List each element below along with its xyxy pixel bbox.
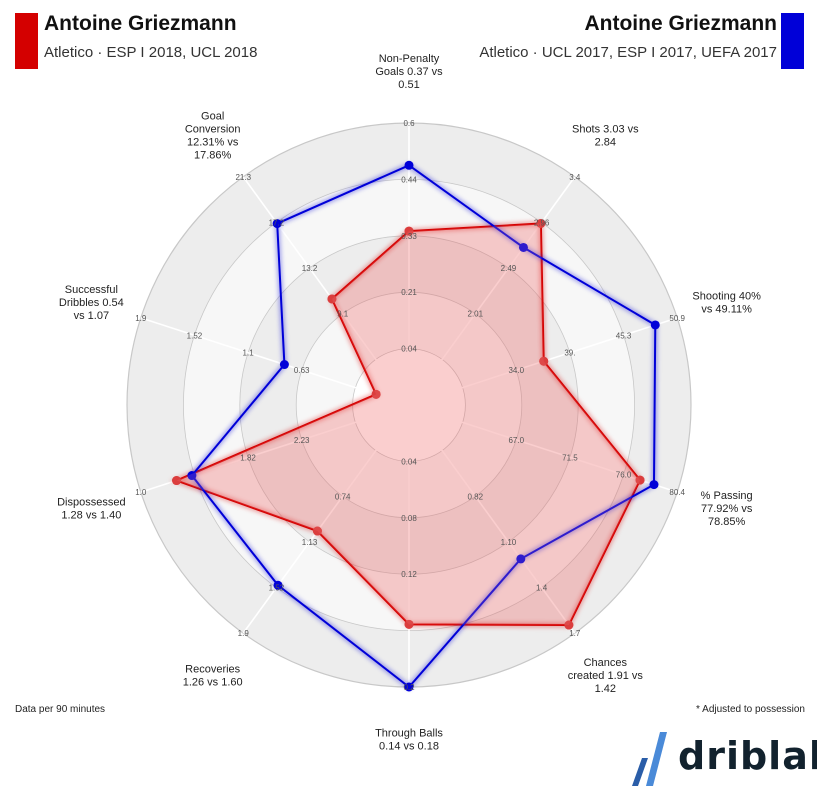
tick-label: 1.13 (302, 538, 318, 547)
tick-label: 50.9 (669, 314, 685, 323)
data-point-overlay (635, 475, 645, 485)
axis-label: Goal Conversion 12.31% vs 17.86% (185, 110, 241, 161)
tick-label: 0.44 (401, 175, 417, 184)
data-point-overlay (536, 218, 546, 228)
series-area-overlay (176, 223, 641, 626)
tick-label: 0.63 (294, 366, 310, 375)
tick-label: 39. (564, 349, 575, 358)
tick-label: 71.5 (562, 453, 578, 462)
tick-label: 9.1 (337, 310, 349, 319)
tick-label: 0.74 (335, 492, 351, 501)
right-player-name: Antoine Griezmann (584, 12, 777, 35)
data-point (279, 360, 289, 370)
possession-note: * Adjusted to possession (696, 704, 805, 715)
data-point-overlay (371, 389, 381, 399)
tick-label: 13.2 (302, 264, 318, 273)
data-point-overlay (327, 294, 337, 304)
axis-label: Recoveries 1.26 vs 1.60 (183, 664, 243, 689)
axis-label: Through Balls 0.14 vs 0.18 (375, 728, 443, 753)
tick-label: 0.04 (401, 457, 417, 466)
tick-label: 1.4 (536, 584, 548, 593)
tick-label: 1.9 (238, 629, 250, 638)
brand-name: driblab (678, 734, 817, 778)
data-point (272, 219, 282, 229)
tick-label: 1.7 (569, 629, 581, 638)
tick-label: 0.2 (403, 683, 415, 692)
tick-label: 0.08 (401, 514, 417, 523)
left-player-subtitle: Atletico · ESP I 2018, UCL 2018 (44, 44, 258, 61)
axis-label: Shooting 40% vs 49.11% (692, 290, 761, 315)
data-point (518, 242, 528, 252)
data-point (650, 320, 660, 330)
tick-label: 76.0 (616, 471, 632, 480)
series-area (176, 223, 641, 626)
tick-label: 2.01 (468, 310, 484, 319)
tick-label: 1.52 (187, 331, 203, 340)
data-point (404, 682, 414, 692)
left-player-name: Antoine Griezmann (44, 12, 237, 35)
axis-label: Dispossessed 1.28 vs 1.40 (57, 497, 125, 522)
tick-label: 45.3 (616, 331, 632, 340)
data-point-overlay (539, 356, 549, 366)
right-player-color-swatch (781, 13, 804, 69)
driblab-logo: driblab (626, 730, 817, 790)
axis-label: Non-Penalty Goals 0.37 vs 0.51 (375, 53, 443, 91)
data-point (516, 554, 526, 564)
tick-label: 3.4 (569, 173, 581, 182)
axis-label: Successful Dribbles 0.54 vs 1.07 (59, 284, 124, 322)
axis-spoke (140, 317, 410, 406)
left-player-color-swatch (15, 13, 38, 69)
axis-label: Chances created 1.91 vs 1.42 (568, 657, 644, 695)
tick-label: 21.3 (235, 173, 251, 182)
tick-label: 0.6 (403, 119, 415, 128)
data-point (273, 580, 283, 590)
tick-label: 0.21 (401, 288, 417, 297)
axis-spoke (242, 404, 410, 634)
tick-label: 2.49 (501, 264, 517, 273)
tick-label: 0.33 (401, 232, 417, 241)
axis-spoke (408, 404, 576, 634)
data-point (404, 160, 414, 170)
per90-note: Data per 90 minutes (15, 704, 106, 715)
tick-label: 1.82 (240, 453, 256, 462)
tick-label: 1.9 (135, 314, 147, 323)
data-point-overlay (312, 526, 322, 536)
tick-label: 34.0 (508, 366, 524, 375)
data-point (187, 471, 197, 481)
driblab-logo-mark (632, 732, 667, 786)
axis-label: % Passing 77.92% vs 78.85% (701, 490, 753, 528)
axis-spoke (242, 176, 410, 406)
tick-label: 2.96 (534, 218, 550, 227)
axis-spoke (408, 404, 678, 493)
axis-label: Shots 3.03 vs 2.84 (572, 123, 639, 148)
axis-spoke (408, 176, 576, 406)
data-point-overlay (404, 226, 414, 236)
tick-label: 0.12 (401, 570, 417, 579)
data-point-overlay (404, 619, 414, 629)
data-point (649, 480, 659, 490)
tick-label: 80.4 (669, 488, 685, 497)
tick-label: 2.23 (294, 436, 310, 445)
right-player-subtitle: Atletico · UCL 2017, ESP I 2017, UEFA 20… (479, 44, 777, 61)
tick-label: 0.04 (401, 345, 417, 354)
data-point-overlay (172, 476, 182, 486)
tick-label: 0.82 (468, 492, 484, 501)
tick-label: 67.0 (508, 436, 524, 445)
data-point-overlay (564, 620, 574, 630)
tick-label: 1.1 (243, 349, 255, 358)
tick-label: 1.0 (135, 488, 147, 497)
tick-label: 17.2 (269, 218, 285, 227)
tick-label: 1.10 (501, 538, 517, 547)
tick-label: 1.52 (269, 584, 285, 593)
